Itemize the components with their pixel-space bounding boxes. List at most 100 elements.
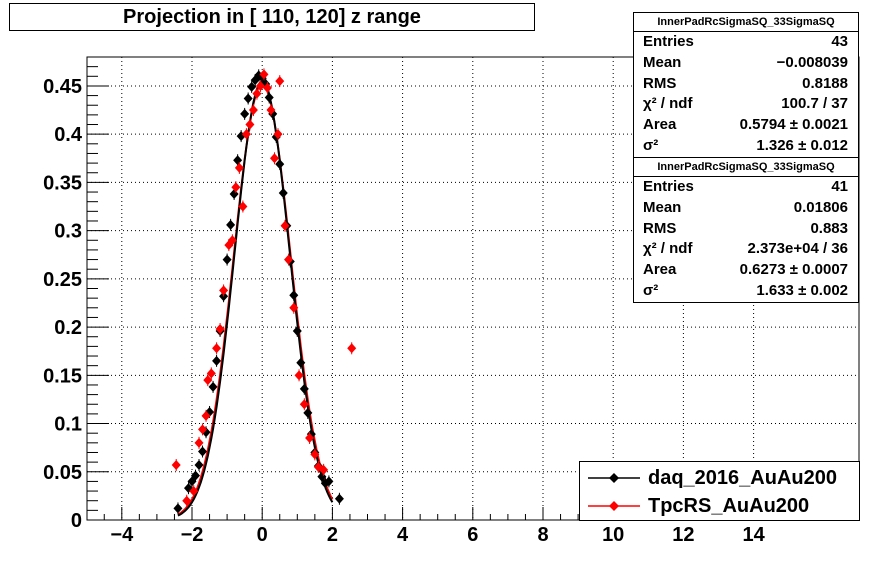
data-point xyxy=(234,161,244,174)
stats-row-mean: Mean 0.01806 xyxy=(634,198,858,219)
x-tick-label: 14 xyxy=(742,524,765,546)
stats-label: RMS xyxy=(643,74,677,92)
stats-value: −0.008039 xyxy=(776,53,848,71)
data-point xyxy=(299,398,309,411)
marker xyxy=(334,493,344,504)
marker xyxy=(222,254,232,265)
marker xyxy=(299,399,309,410)
data-point xyxy=(289,301,299,314)
data-point xyxy=(296,356,306,369)
marker xyxy=(194,437,204,448)
data-point xyxy=(289,289,299,302)
stats-label: Area xyxy=(643,261,677,279)
stats-value: 2.373e+04 / 36 xyxy=(747,240,848,258)
marker xyxy=(219,285,229,296)
data-point xyxy=(347,342,357,355)
x-tick-label: 6 xyxy=(467,524,478,546)
marker xyxy=(241,129,251,140)
data-point xyxy=(248,104,258,117)
legend-label: TpcRS_AuAu200 xyxy=(648,495,810,517)
stats-value: 0.01806 xyxy=(793,198,848,216)
data-point xyxy=(294,369,304,382)
stats-label: σ² xyxy=(643,281,659,299)
stats-row-entries: Entries 43 xyxy=(634,32,858,53)
data-point xyxy=(241,128,251,141)
marker xyxy=(198,424,208,435)
marker xyxy=(259,69,269,80)
marker xyxy=(189,486,199,497)
marker xyxy=(215,324,225,335)
data-point xyxy=(252,87,262,100)
marker xyxy=(191,470,201,481)
data-point xyxy=(222,253,232,266)
y-tick-label: 0.25 xyxy=(43,269,82,291)
y-tick-label: 0 xyxy=(71,510,82,532)
chart-title: Projection in [ 110, 120] z range xyxy=(9,3,535,31)
stats-box-tpcrs: InnerPadRcSigmaSQ_33SigmaSQ Entries 41 Me… xyxy=(633,157,859,303)
legend-entry-tpcrs: TpcRS_AuAu200 xyxy=(580,492,859,520)
marker xyxy=(294,370,304,381)
data-point xyxy=(194,459,204,472)
data-point xyxy=(303,406,313,419)
marker xyxy=(264,92,274,103)
x-tick-label: 4 xyxy=(397,524,409,546)
legend-marker-daq xyxy=(588,473,640,483)
marker xyxy=(303,407,313,418)
data-point xyxy=(171,459,181,472)
data-point xyxy=(238,200,248,213)
data-point xyxy=(206,367,216,380)
marker xyxy=(324,476,334,487)
data-point xyxy=(219,284,229,297)
data-point xyxy=(208,380,218,393)
marker xyxy=(289,302,299,313)
data-point xyxy=(324,475,334,488)
x-tick-label: 2 xyxy=(327,524,338,546)
y-tick-label: 0.1 xyxy=(54,414,82,436)
marker xyxy=(266,105,276,116)
stats-box-title: InnerPadRcSigmaSQ_33SigmaSQ xyxy=(634,158,858,177)
stats-label: Area xyxy=(643,116,677,134)
stats-row-chi2: χ² / ndf 2.373e+04 / 36 xyxy=(634,239,858,260)
data-point xyxy=(275,75,285,88)
stats-label: Entries xyxy=(643,178,694,195)
stats-value: 41 xyxy=(831,178,848,195)
marker xyxy=(275,159,285,170)
marker xyxy=(227,235,237,246)
data-point xyxy=(194,436,204,449)
data-point xyxy=(245,118,255,131)
marker xyxy=(273,129,283,140)
marker xyxy=(201,410,211,421)
data-point xyxy=(198,445,208,458)
data-point xyxy=(273,128,283,141)
x-tick-label: 8 xyxy=(537,524,548,546)
marker xyxy=(231,182,241,193)
marker xyxy=(319,464,329,475)
data-point xyxy=(189,485,199,498)
marker xyxy=(212,355,222,366)
stats-label: Entries xyxy=(643,33,694,50)
marker xyxy=(347,343,357,354)
marker xyxy=(208,381,218,392)
data-point xyxy=(299,382,309,395)
data-point xyxy=(264,91,274,104)
legend-label: daq_2016_AuAu200 xyxy=(648,467,837,489)
data-point xyxy=(233,154,243,167)
stats-value: 100.7 / 37 xyxy=(781,95,848,113)
marker xyxy=(247,81,257,92)
stats-label: Mean xyxy=(643,198,682,216)
marker xyxy=(212,343,222,354)
x-tick-label: 10 xyxy=(602,524,624,546)
legend-marker-tpcrs xyxy=(588,501,640,511)
stats-box-title: InnerPadRcSigmaSQ_33SigmaSQ xyxy=(634,13,858,32)
stats-row-entries: Entries 41 xyxy=(634,177,858,198)
marker xyxy=(226,219,236,230)
legend-entry-daq: daq_2016_AuAu200 xyxy=(580,464,859,492)
legend: daq_2016_AuAu200 TpcRS_AuAu200 xyxy=(579,461,860,521)
stats-label: σ² xyxy=(643,136,659,154)
data-point xyxy=(243,92,253,105)
y-tick-label: 0.35 xyxy=(43,172,82,194)
marker xyxy=(296,357,306,368)
stats-value: 0.6273 ± 0.0007 xyxy=(739,261,848,279)
marker xyxy=(238,201,248,212)
